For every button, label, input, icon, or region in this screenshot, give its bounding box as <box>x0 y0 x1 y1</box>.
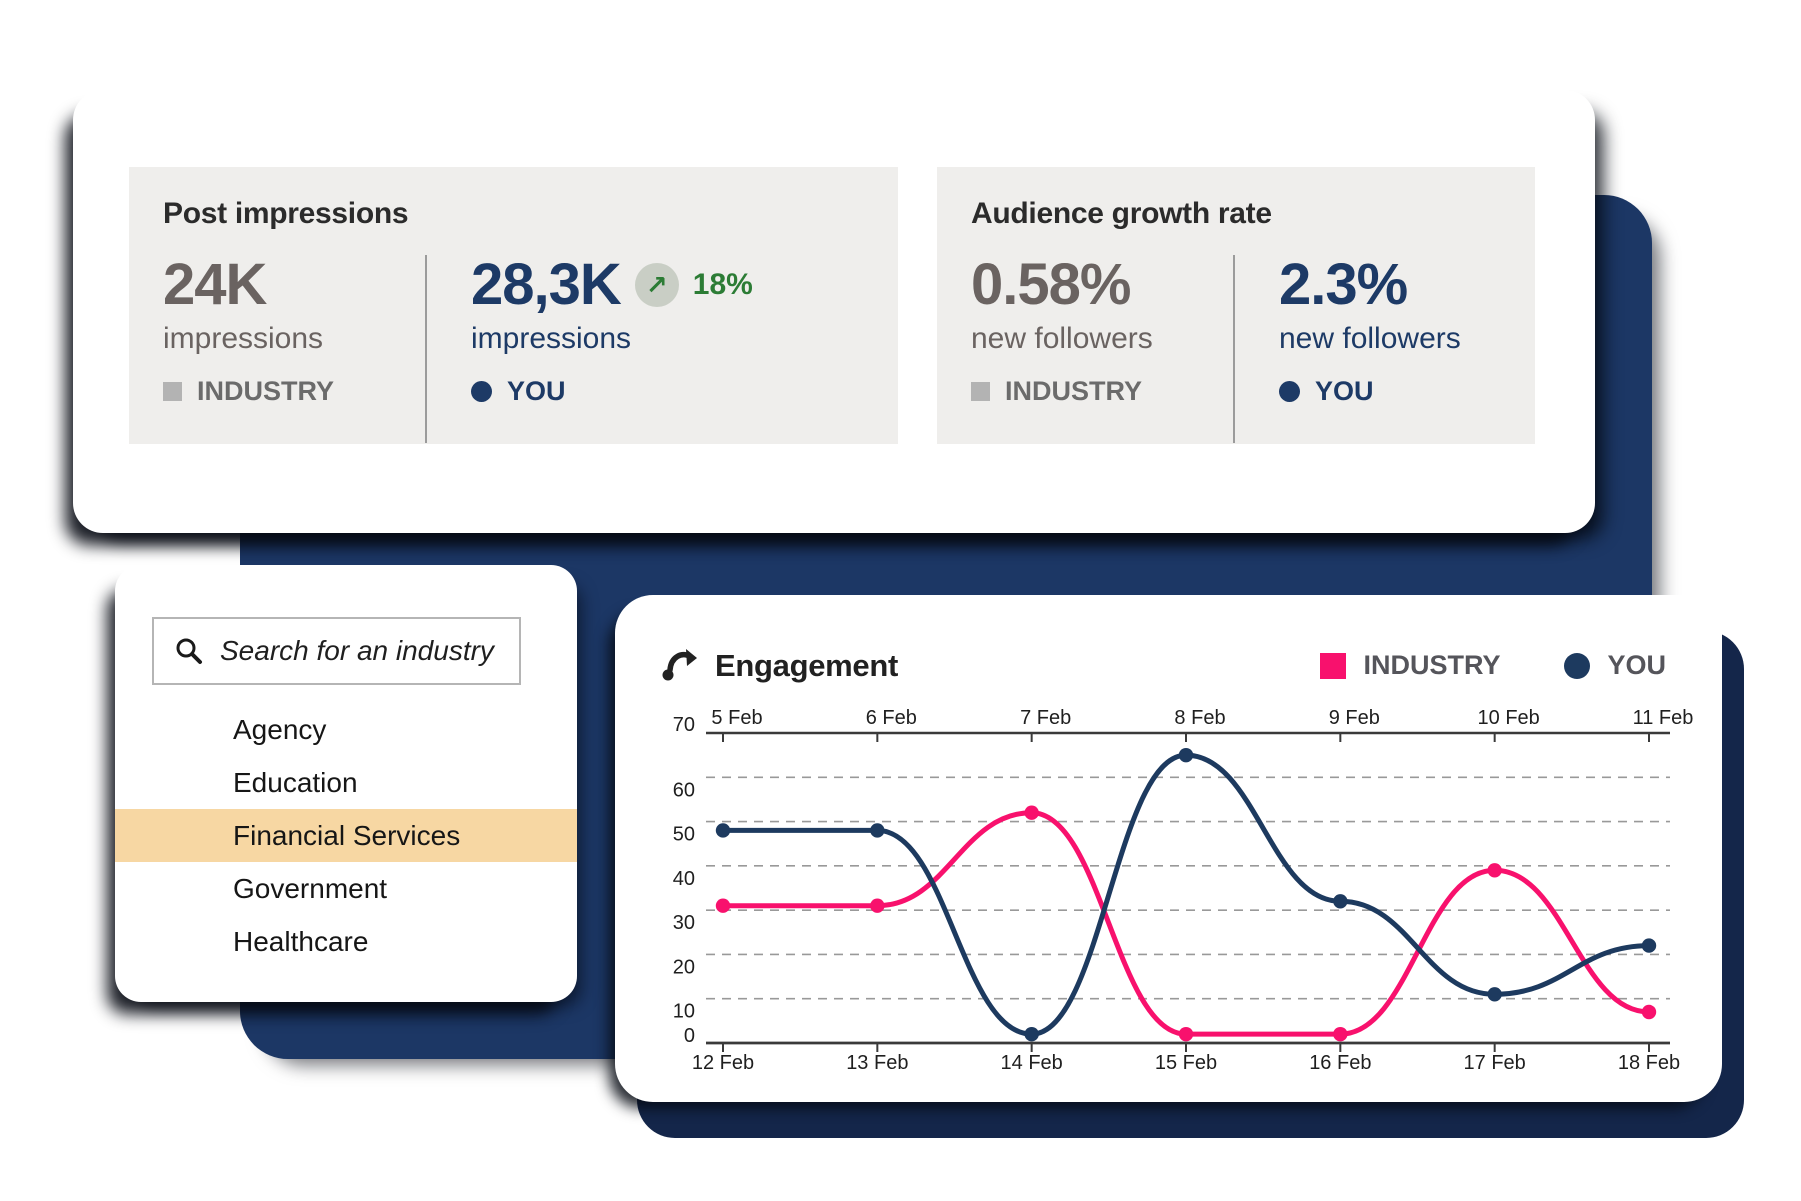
stat-divider <box>425 255 427 443</box>
audience-growth-title: Audience growth rate <box>971 197 1272 230</box>
impressions-change-percent: 18% <box>692 268 753 302</box>
svg-text:6 Feb: 6 Feb <box>866 707 917 729</box>
svg-text:16 Feb: 16 Feb <box>1309 1052 1371 1074</box>
legend-you-label: YOU <box>1607 650 1666 680</box>
stats-card: Post impressions 24K impressions INDUSTR… <box>73 90 1595 533</box>
you-growth-value: 2.3% <box>1279 252 1408 317</box>
svg-text:10 Feb: 10 Feb <box>1478 707 1540 729</box>
you-impressions-value: 28,3K <box>471 252 622 317</box>
svg-text:9 Feb: 9 Feb <box>1329 707 1380 729</box>
you-impressions-unit: impressions <box>471 321 632 355</box>
svg-text:10: 10 <box>673 1001 695 1023</box>
svg-text:70: 70 <box>673 714 695 736</box>
you-legend-label: YOU <box>1315 375 1374 406</box>
trend-arrow-icon <box>662 649 697 681</box>
industry-search-input[interactable] <box>220 619 519 683</box>
svg-text:8 Feb: 8 Feb <box>1174 707 1225 729</box>
industry-list-item[interactable]: Financial Services <box>115 809 577 862</box>
industry-swatch <box>1320 652 1347 679</box>
svg-text:60: 60 <box>673 779 695 801</box>
arrow-up-right-icon: ↗ <box>634 263 679 308</box>
legend-industry: INDUSTRY <box>1320 650 1500 681</box>
audience-growth-industry-stat: 0.58% new followers INDUSTRY <box>971 252 1233 443</box>
you-legend-dot <box>471 380 492 402</box>
engagement-title: Engagement <box>715 648 899 683</box>
svg-text:50: 50 <box>673 824 695 846</box>
svg-text:15 Feb: 15 Feb <box>1155 1052 1217 1074</box>
industry-growth-value: 0.58% <box>971 252 1131 317</box>
industry-legend-label: INDUSTRY <box>197 375 335 406</box>
svg-text:12 Feb: 12 Feb <box>692 1052 754 1074</box>
svg-text:14 Feb: 14 Feb <box>1001 1052 1063 1074</box>
post-impressions-you-stat: 28,3K ↗ 18% impressions YOU <box>427 252 753 443</box>
industry-list-item[interactable]: Education <box>233 766 358 798</box>
you-legend-label: YOU <box>507 375 566 406</box>
magnifier-icon <box>176 638 202 664</box>
svg-text:18 Feb: 18 Feb <box>1618 1052 1680 1074</box>
you-legend-dot <box>1279 380 1300 402</box>
industry-legend-label: INDUSTRY <box>1005 375 1143 406</box>
legend-you: YOU <box>1564 650 1666 681</box>
audience-growth-you-stat: 2.3% new followers YOU <box>1235 252 1461 443</box>
svg-text:13 Feb: 13 Feb <box>846 1052 908 1074</box>
industry-list-item[interactable]: Government <box>233 872 388 904</box>
industry-list: Agency Education Financial Services Governm… <box>115 703 577 968</box>
industry-search-card: Agency Education Financial Services Governm… <box>115 565 577 1002</box>
post-impressions-title: Post impressions <box>163 197 409 230</box>
svg-text:17 Feb: 17 Feb <box>1464 1052 1526 1074</box>
engagement-card: Engagement INDUSTRY YOU 5 Feb 6 Feb 7 Feb 8… <box>615 595 1722 1102</box>
post-impressions-industry-stat: 24K impressions INDUSTRY <box>163 252 425 443</box>
you-swatch <box>1564 652 1591 679</box>
industry-legend-square <box>163 381 182 401</box>
you-growth-unit: new followers <box>1279 321 1461 355</box>
svg-text:40: 40 <box>673 868 695 890</box>
audience-growth-panel: Audience growth rate 0.58% new followers… <box>937 167 1535 444</box>
svg-text:20: 20 <box>673 956 695 978</box>
industry-legend-square <box>971 381 990 401</box>
industry-search-box[interactable] <box>152 617 521 685</box>
post-impressions-panel: Post impressions 24K impressions INDUSTR… <box>129 167 898 444</box>
svg-text:11 Feb: 11 Feb <box>1633 707 1694 729</box>
svg-text:0: 0 <box>684 1025 695 1047</box>
industry-list-item[interactable]: Healthcare <box>233 925 369 957</box>
industry-list-item[interactable]: Agency <box>233 713 327 745</box>
industry-impressions-unit: impressions <box>163 321 324 355</box>
chart-legend: INDUSTRY YOU <box>1320 650 1666 681</box>
svg-text:5 Feb: 5 Feb <box>711 707 762 729</box>
industry-impressions-value: 24K <box>163 252 267 317</box>
industry-growth-unit: new followers <box>971 321 1153 355</box>
legend-industry-label: INDUSTRY <box>1363 650 1501 680</box>
stat-divider <box>1233 255 1235 443</box>
svg-text:7 Feb: 7 Feb <box>1020 707 1071 729</box>
engagement-line-chart: 5 Feb 6 Feb 7 Feb 8 Feb 9 Feb 10 Feb 11 Feb 12 … <box>673 707 1694 1074</box>
svg-text:30: 30 <box>673 912 695 934</box>
